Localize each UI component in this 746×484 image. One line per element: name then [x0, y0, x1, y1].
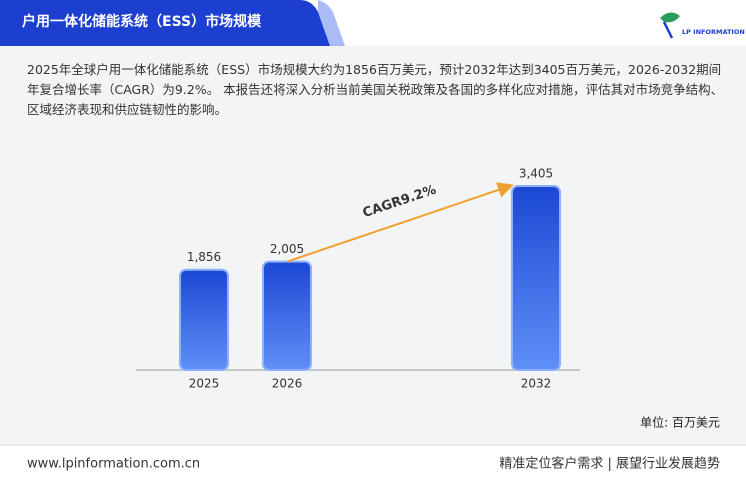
unit-label: 单位: 百万美元: [640, 415, 720, 430]
bar: [511, 185, 561, 371]
header-tab: [0, 0, 330, 46]
footer-bg: [0, 446, 746, 484]
value-label: 2,005: [270, 242, 304, 256]
bar: [179, 268, 229, 371]
footer-slogan: 精准定位客户需求 | 展望行业发展趋势: [499, 456, 720, 472]
value-label: 3,405: [519, 167, 553, 181]
cagr-arrow: [286, 182, 514, 263]
value-label: 1,856: [187, 250, 221, 264]
x-tick-label: 2032: [521, 377, 552, 391]
logo: LP INFORMATION: [660, 12, 745, 39]
header-accent: [318, 0, 345, 46]
x-tick-label: 2026: [272, 377, 303, 391]
header-title: 户用一体化储能系统（ESS）市场规模: [22, 13, 262, 30]
bar: [262, 260, 312, 371]
logo-text: LP INFORMATION: [682, 28, 745, 36]
footer-website: www.lpinformation.com.cn: [27, 457, 200, 472]
summary: 2025年全球户用一体化储能系统（ESS）市场规模大约为1856百万美元，预计2…: [27, 62, 724, 117]
x-tick-label: 2025: [189, 377, 220, 391]
